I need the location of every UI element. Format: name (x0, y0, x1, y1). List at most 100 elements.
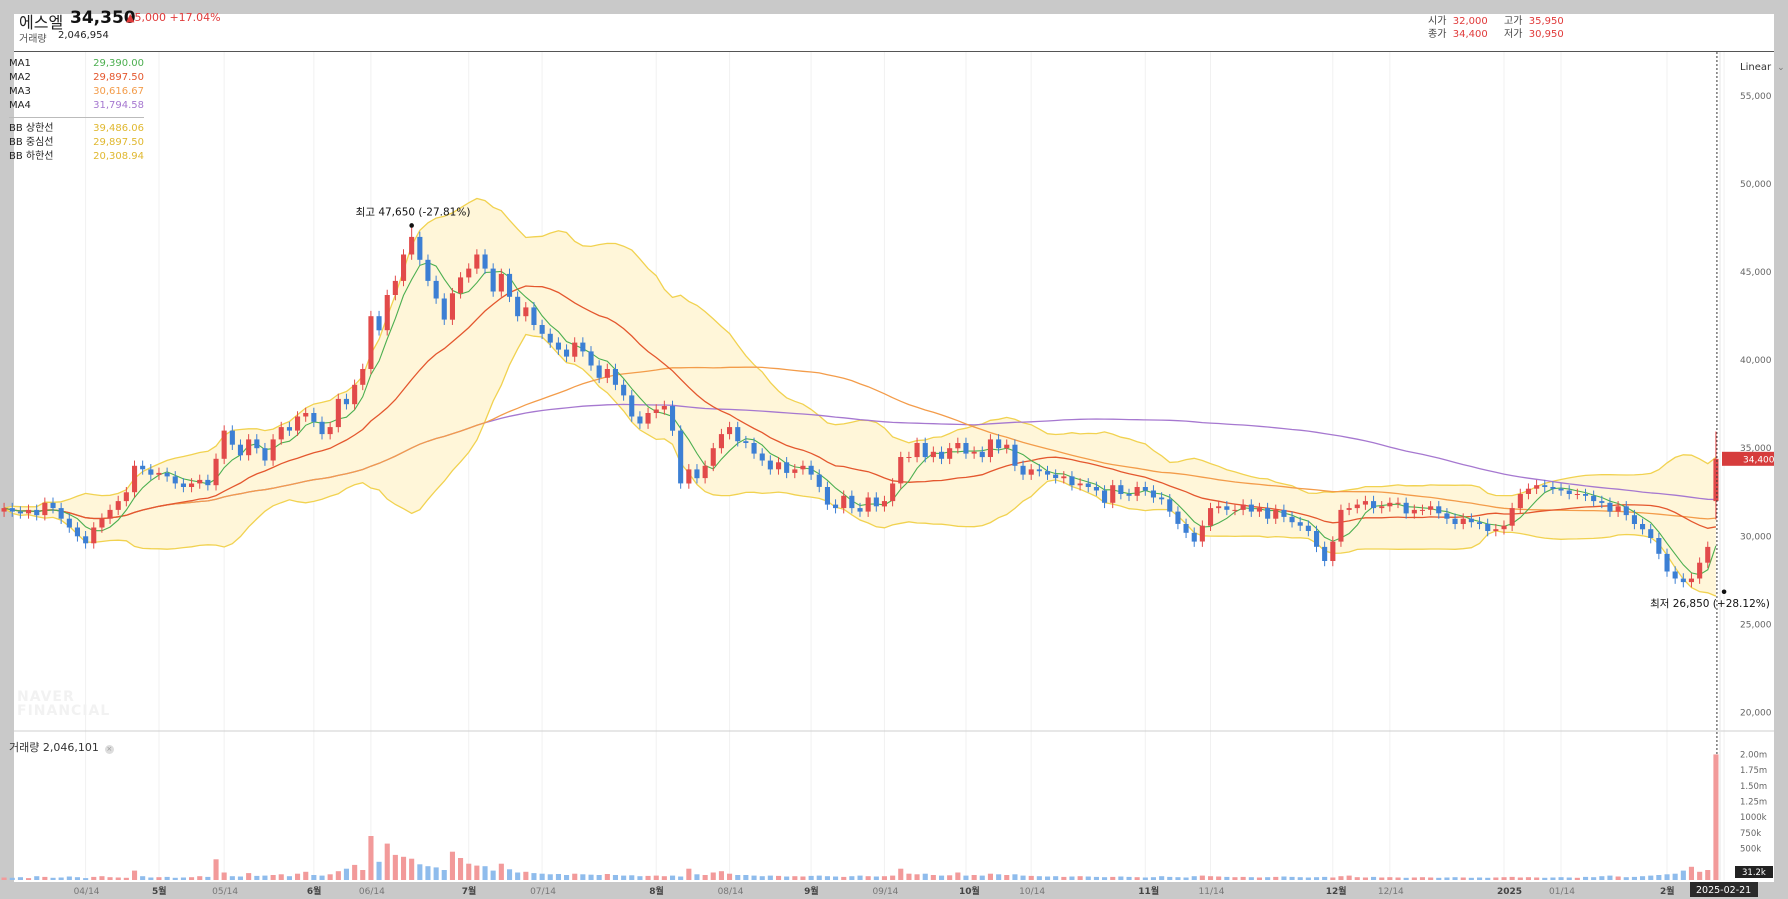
candle-body (327, 427, 333, 435)
candle-body (1273, 509, 1279, 519)
legend-ma1: MA1 29,390.00 (9, 58, 144, 69)
candle-body (1142, 487, 1148, 491)
candle-body (237, 444, 243, 456)
volume-bar (319, 875, 325, 880)
volume-bar (1525, 877, 1531, 880)
candle-body (1159, 497, 1165, 500)
volume-bar (865, 876, 871, 880)
volume-bar (1574, 877, 1580, 880)
candle-body (1045, 471, 1051, 475)
volume-bar (800, 876, 806, 880)
volume-bar (237, 876, 243, 880)
volume-bar (132, 870, 138, 880)
volume-bar (99, 876, 105, 880)
volume-bar (1534, 877, 1540, 880)
candle-body (800, 465, 806, 470)
high-annotation: 최고 47,650 (-27.81%) (356, 206, 471, 218)
candle-body (1574, 494, 1580, 495)
candle-body (515, 296, 521, 317)
candle-body (1428, 506, 1434, 510)
volume-bar (588, 874, 594, 880)
candle-body (865, 497, 871, 512)
volume-bar (686, 868, 692, 880)
volume-bar (523, 871, 529, 880)
candle-body (58, 508, 64, 519)
x-tick-label: 12/14 (1378, 887, 1404, 897)
candle-body (621, 384, 627, 396)
volume-bar (881, 876, 887, 880)
volume-tick-label: 1.75m (1740, 766, 1767, 776)
candle-body (352, 384, 358, 405)
candle-body (776, 462, 782, 470)
x-tick-label: 09/14 (872, 887, 898, 897)
volume-bar (1672, 873, 1678, 880)
candle-body (645, 413, 651, 424)
legend-divider (9, 117, 144, 118)
volume-bar (1256, 877, 1262, 880)
volume-bar (898, 868, 904, 880)
volume-bar (555, 874, 561, 880)
candle-body (914, 443, 920, 458)
volume-bar (327, 874, 333, 880)
candle-body (1444, 513, 1450, 519)
candle-body (1077, 483, 1083, 486)
volume-bar (637, 876, 643, 880)
stock-price: 34,350 (70, 8, 136, 28)
volume-bar (1020, 875, 1026, 880)
volume-bar (409, 858, 415, 880)
candle-body (653, 409, 659, 413)
volume-bar (792, 876, 798, 880)
candle-body (1053, 474, 1059, 479)
candle-body (1134, 487, 1140, 496)
candle-body (1558, 488, 1564, 491)
candle-body (1387, 502, 1393, 507)
candle-body (784, 462, 790, 473)
low-annotation: 최저 26,850 (+28.12%) (1650, 598, 1770, 610)
volume-bar (1102, 877, 1108, 880)
candle-body (1705, 546, 1711, 563)
candle-body (1150, 490, 1156, 498)
scale-mode-select[interactable]: Linear ⌄ (1740, 62, 1785, 73)
candle-body (1322, 546, 1328, 561)
volume-bar (727, 873, 733, 880)
volume-bar (425, 866, 431, 880)
volume-bar (1705, 870, 1711, 880)
volume-bar (612, 875, 618, 880)
candle-body (213, 458, 219, 486)
candle-body (841, 495, 847, 509)
candle-body (596, 365, 602, 378)
candle-body (939, 451, 945, 459)
ohlc-high: 고가 35,950 (1504, 16, 1564, 27)
candle-body (50, 502, 56, 509)
volume-bar (221, 872, 227, 880)
candle-body (254, 439, 260, 449)
volume-bar (547, 874, 553, 880)
volume-bar (1656, 875, 1662, 880)
close-icon[interactable]: × (104, 745, 114, 754)
candle-body (539, 325, 545, 334)
candle-body (947, 448, 953, 459)
candle-body (1477, 522, 1483, 524)
window-frame-left (0, 0, 14, 899)
candle-body (1460, 518, 1466, 524)
candle-body (466, 268, 472, 278)
bb-upper-line (3, 197, 1717, 509)
volume-bar (311, 875, 317, 880)
volume-bar (1623, 877, 1629, 880)
candle-body (1395, 502, 1401, 504)
volume-bar (1460, 877, 1466, 880)
y-tick-label: 20,000 (1740, 708, 1772, 718)
volume-bar (1159, 876, 1165, 880)
volume-bar (710, 872, 716, 880)
volume-bar (1403, 877, 1409, 880)
volume-bar (670, 875, 676, 880)
x-tick-label: 10월 (959, 885, 980, 897)
ohlc-low: 저가 30,950 (1504, 29, 1564, 40)
volume-bar (498, 863, 504, 880)
window-frame-bottom (0, 882, 1788, 899)
candle-body (1314, 531, 1320, 547)
x-tick-label: 11/14 (1199, 887, 1225, 897)
stock-header: 에스엘 34,350 ▲5,000 +17.04% 거래량 2,046,954 … (14, 8, 1774, 52)
candle-body (286, 427, 292, 431)
